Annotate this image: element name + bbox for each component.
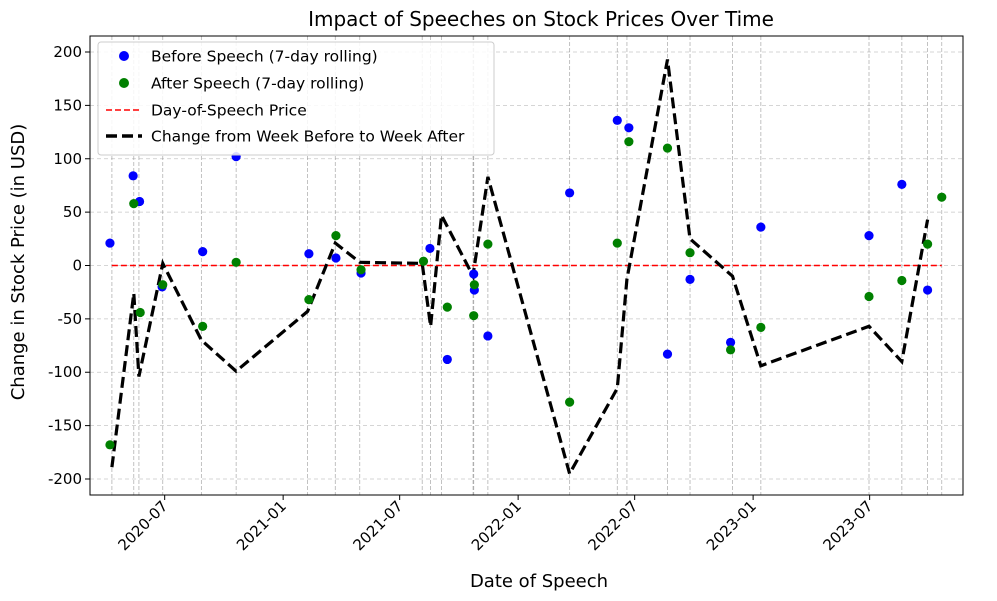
y-axis-ticks: -200 -150 -100 -50 0 50 100 150 200	[48, 43, 90, 488]
after-speech-points	[105, 137, 947, 450]
before-speech-point	[565, 188, 575, 198]
legend-label-before: Before Speech (7-day rolling)	[151, 48, 378, 66]
legend: Before Speech (7-day rolling) After Spee…	[97, 41, 495, 156]
before-speech-point	[105, 238, 115, 248]
before-speech-point	[662, 349, 673, 359]
y-axis-label: Change in Stock Price (in USD)	[8, 124, 29, 401]
plot-area	[89, 35, 964, 496]
before-speech-point	[756, 222, 766, 232]
before-speech-point	[442, 354, 452, 365]
after-speech-point	[897, 275, 907, 286]
legend-label-change: Change from Week Before to Week After	[151, 128, 465, 146]
y-tick-label: 100	[53, 150, 82, 168]
after-speech-point	[304, 295, 314, 305]
y-tick-label: 0	[72, 257, 82, 275]
after-speech-point	[483, 239, 493, 249]
y-tick-label: 150	[53, 96, 82, 114]
y-tick-label: 50	[63, 203, 82, 221]
after-speech-point	[198, 321, 208, 331]
after-speech-point	[418, 256, 429, 266]
before-speech-point	[612, 115, 622, 125]
legend-marker-before	[119, 51, 129, 61]
before-speech-point	[922, 285, 933, 295]
after-speech-point	[469, 311, 479, 321]
after-speech-point	[231, 257, 241, 267]
before-speech-point	[128, 171, 138, 181]
after-speech-point	[922, 239, 933, 249]
before-speech-point	[483, 331, 493, 341]
after-speech-point	[442, 302, 452, 312]
after-speech-point	[612, 238, 622, 248]
before-speech-point	[864, 231, 874, 241]
y-tick-label: -50	[58, 310, 83, 328]
after-speech-point	[685, 248, 695, 258]
after-speech-point	[105, 440, 115, 450]
y-tick-label: 200	[53, 43, 82, 61]
after-speech-point	[756, 322, 766, 333]
after-speech-point	[158, 280, 168, 290]
x-axis-label: Date of Speech	[470, 571, 608, 592]
after-speech-point	[129, 198, 139, 209]
legend-label-after: After Speech (7-day rolling)	[151, 75, 364, 93]
before-speech-point	[331, 253, 341, 263]
before-speech-point	[624, 123, 634, 133]
before-speech-point	[304, 249, 314, 259]
before-speech-point	[725, 337, 736, 347]
before-speech-point	[469, 269, 479, 279]
after-speech-point	[725, 345, 736, 355]
before-speech-point	[685, 274, 695, 284]
after-speech-point	[356, 265, 366, 275]
after-speech-point	[135, 307, 145, 318]
after-speech-point	[331, 231, 341, 241]
y-tick-label: -200	[48, 470, 82, 488]
after-speech-point	[565, 397, 575, 407]
chart-title: Impact of Speeches on Stock Prices Over …	[308, 7, 774, 31]
legend-label-day-of: Day-of-Speech Price	[151, 102, 307, 120]
after-speech-point	[662, 143, 673, 153]
after-speech-point	[864, 291, 874, 302]
before-speech-point	[198, 247, 208, 257]
legend-box	[97, 41, 495, 156]
y-tick-label: -100	[48, 363, 82, 381]
y-tick-label: -150	[48, 417, 82, 435]
after-speech-point	[624, 137, 634, 147]
after-speech-point	[937, 192, 947, 202]
before-speech-points	[105, 115, 933, 365]
legend-marker-after	[119, 78, 129, 88]
before-speech-point	[425, 243, 435, 254]
after-speech-point	[469, 280, 479, 290]
before-speech-point	[897, 179, 907, 189]
